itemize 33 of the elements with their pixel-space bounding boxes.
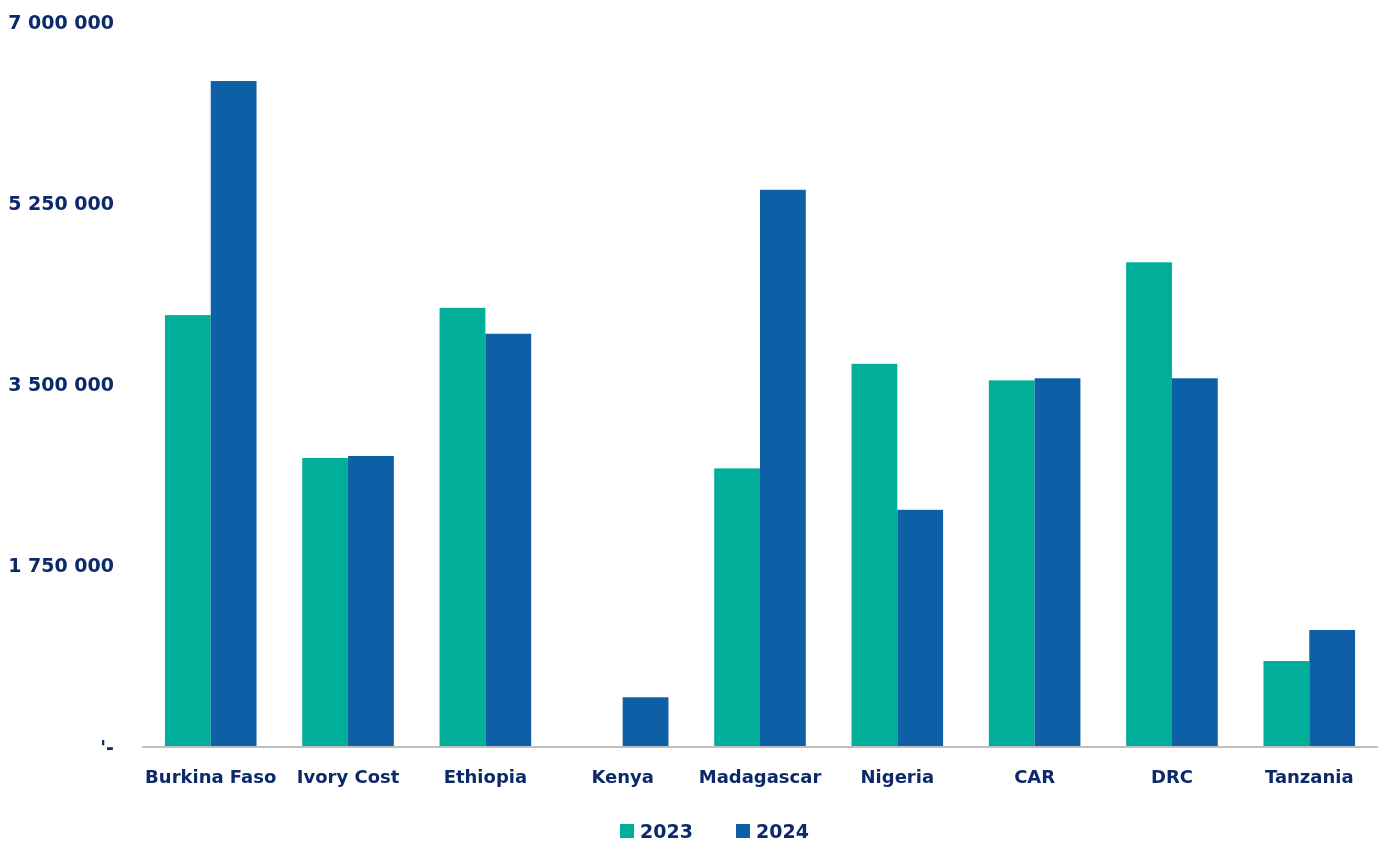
x-tick-label: Madagascar — [698, 766, 822, 787]
bar — [164, 315, 211, 747]
bar — [1126, 262, 1172, 747]
x-tick-label: Tanzania — [1264, 766, 1354, 787]
x-tick-label: DRC — [1150, 766, 1193, 787]
x-tick-label: Ethiopia — [443, 766, 528, 787]
x-tick-label: Nigeria — [860, 766, 935, 787]
bar — [988, 380, 1035, 747]
x-tick-label: Ivory Cost — [296, 766, 400, 787]
bar — [1171, 378, 1218, 747]
bar — [302, 458, 349, 747]
bar — [851, 363, 898, 747]
bar — [1309, 629, 1356, 747]
bar — [760, 189, 806, 747]
bar — [485, 333, 532, 747]
legend-label: 2024 — [756, 820, 809, 842]
bar — [348, 455, 394, 747]
x-tick-label: Kenya — [591, 766, 654, 787]
legend-label: 2023 — [640, 820, 693, 842]
bar — [622, 697, 669, 747]
y-tick-label: 1 750 000 — [8, 554, 114, 577]
x-tick-label: CAR — [1014, 766, 1056, 787]
bar — [714, 468, 760, 747]
bar — [439, 307, 486, 747]
bar — [897, 509, 944, 747]
bar — [210, 81, 257, 747]
y-tick-label: '- — [100, 735, 114, 758]
x-tick-label: Burkina Faso — [145, 766, 277, 787]
bar — [1034, 378, 1081, 747]
bar — [1263, 661, 1310, 747]
y-tick-label: 7 000 000 — [8, 10, 114, 33]
y-tick-label: 5 250 000 — [8, 191, 114, 214]
y-tick-label: 3 500 000 — [8, 373, 114, 396]
